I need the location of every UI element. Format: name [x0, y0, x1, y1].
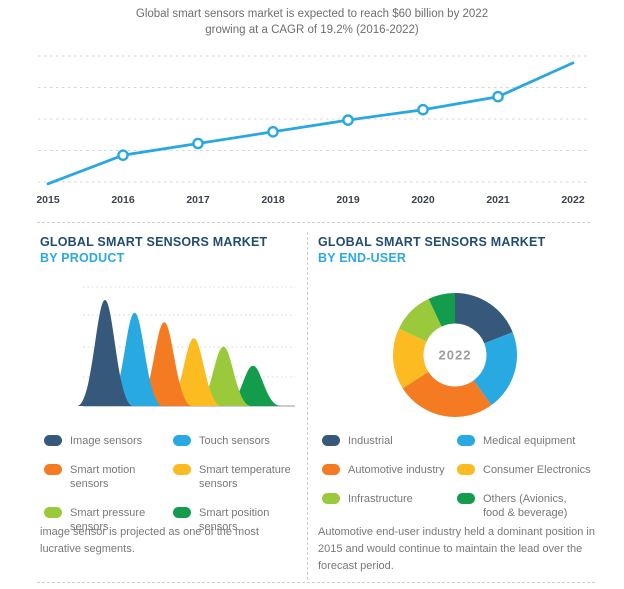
data-point-marker — [417, 103, 429, 116]
legend-label: Consumer Electronics — [483, 464, 591, 476]
legend-swatch — [322, 435, 340, 446]
peak-1 — [77, 300, 133, 406]
year-label: 2019 — [336, 194, 360, 206]
panel-heading-product: GLOBAL SMART SENSORS MARKET BY PRODUCT — [40, 234, 302, 266]
year-label: 2015 — [36, 194, 60, 206]
divider-horizontal-bottom — [37, 582, 595, 583]
data-point-marker — [492, 90, 504, 103]
legend-swatch — [44, 435, 62, 446]
trend-line — [46, 61, 575, 186]
panel-heading-product-line-2: BY PRODUCT — [40, 251, 125, 265]
legend-swatch — [322, 493, 340, 504]
legend-label: Automotive industry — [348, 464, 445, 476]
legend-swatch — [322, 464, 340, 475]
legend-label: Smart position sensors — [199, 507, 270, 533]
donut-center-year: 2022 — [439, 348, 472, 363]
donut-segment-6 — [428, 293, 455, 327]
legend-product-item-2: Touch sensors — [173, 434, 302, 448]
legend-swatch — [457, 464, 475, 475]
legend-swatch — [44, 464, 62, 475]
report-title-line-2: growing at a CAGR of 19.2% (2016-2022) — [205, 24, 419, 36]
product-peaks-chart — [77, 286, 295, 407]
legend-product-item-4: Smart temperature sensors — [173, 463, 302, 491]
legend-label: Smart motion sensors — [70, 464, 136, 490]
data-point-marker — [192, 137, 204, 150]
legend-swatch — [44, 507, 62, 518]
report-title: Global smart sensors market is expected … — [0, 6, 624, 38]
donut-segment-4 — [392, 328, 429, 389]
legend-label: Industrial — [348, 435, 393, 447]
legend-label: Smart temperature sensors — [199, 464, 291, 490]
divider-vertical — [307, 232, 308, 580]
legend-product-item-5: Smart pressure sensors — [44, 506, 173, 534]
legend-swatch — [173, 435, 191, 446]
legend-label: Touch sensors — [199, 435, 270, 447]
legend-end-user-item-5: Infrastructure — [322, 492, 457, 520]
legend-end-user-item-4: Consumer Electronics — [457, 463, 606, 477]
divider-horizontal-top — [37, 222, 590, 223]
legend-label: Image sensors — [70, 435, 143, 447]
year-label: 2017 — [186, 194, 210, 206]
legend-label: Others (Avionics, food & beverage) — [483, 493, 568, 519]
legend-swatch — [457, 493, 475, 504]
report-title-line-1: Global smart sensors market is expected … — [135, 8, 489, 20]
donut-segment-2 — [473, 332, 518, 406]
year-label: 2016 — [111, 194, 135, 206]
legend-product-item-6: Smart position sensors — [173, 506, 302, 534]
legend-end-user-item-3: Automotive industry — [322, 463, 457, 477]
legend-swatch — [173, 464, 191, 475]
caption-by-product: image sensor is projected as one of the … — [40, 526, 259, 555]
end-user-donut-chart: 2022 — [392, 293, 518, 417]
data-point-marker — [267, 126, 279, 138]
year-label: 2018 — [261, 194, 285, 206]
legend-label: Infrastructure — [348, 493, 413, 505]
panel-heading-end-user-line-2: BY END-USER — [318, 251, 407, 265]
panel-heading-end-user-line-1: GLOBAL SMART SENSORS MARKET — [318, 235, 546, 249]
market-growth-line-chart: 2015 2016 2017 2018 2019 2020 2021 2022 — [36, 55, 587, 206]
legend-swatch — [173, 507, 191, 518]
year-label: 2021 — [486, 194, 510, 206]
panel-by-product: GLOBAL SMART SENSORS MARKET BY PRODUCT I… — [40, 234, 302, 584]
data-point-marker — [117, 149, 129, 161]
legend-by-product: Image sensors Touch sensors Smart motion s… — [44, 434, 302, 534]
panel-heading-end-user: GLOBAL SMART SENSORS MARKET BY END-USER — [318, 234, 606, 266]
panel-heading-product-line-1: GLOBAL SMART SENSORS MARKET — [40, 235, 268, 249]
donut-segment-5 — [398, 298, 442, 342]
legend-end-user-item-1: Industrial — [322, 434, 457, 448]
panel-by-end-user: GLOBAL SMART SENSORS MARKET BY END-USER … — [318, 234, 606, 584]
legend-end-user-item-6: Others (Avionics, food & beverage) — [457, 492, 606, 520]
year-label: 2020 — [411, 194, 435, 206]
legend-end-user-item-2: Medical equipment — [457, 434, 606, 448]
legend-swatch — [457, 435, 475, 446]
year-label: 2022 — [561, 194, 585, 206]
legend-product-item-1: Image sensors — [44, 434, 173, 448]
donut-segment-1 — [455, 293, 513, 344]
donut-segment-3 — [402, 371, 492, 417]
legend-by-end-user: Industrial Medical equipment Automotive in… — [322, 434, 606, 520]
legend-product-item-3: Smart motion sensors — [44, 463, 173, 491]
data-point-marker — [342, 114, 354, 126]
legend-label: Smart pressure sensors — [70, 507, 146, 533]
caption-by-end-user: Automotive end-user industry held a domi… — [318, 526, 595, 572]
legend-label: Medical equipment — [483, 435, 576, 447]
